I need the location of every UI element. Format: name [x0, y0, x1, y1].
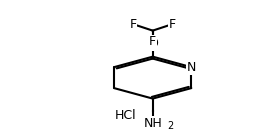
- Text: O: O: [148, 38, 158, 50]
- Text: HCl: HCl: [115, 109, 136, 122]
- Text: F: F: [130, 18, 137, 31]
- Text: F: F: [149, 35, 156, 48]
- Text: 2: 2: [167, 121, 173, 131]
- Text: NH: NH: [143, 117, 162, 130]
- Text: N: N: [187, 61, 196, 74]
- Text: F: F: [169, 18, 176, 31]
